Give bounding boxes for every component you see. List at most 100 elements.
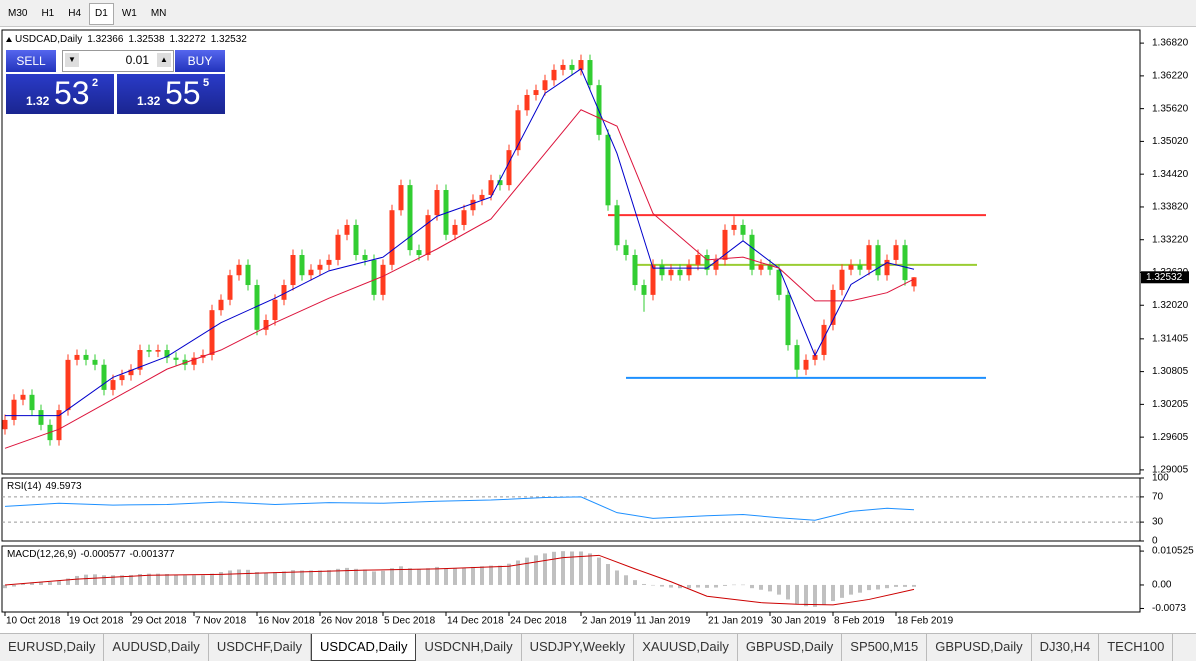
macd-bar [345, 567, 349, 585]
macd-bar [264, 572, 268, 585]
timeframe-button[interactable]: W1 [121, 8, 137, 19]
macd-bar [12, 584, 16, 587]
macd-bar [156, 573, 160, 585]
chart-tab[interactable]: EURUSD,Daily [0, 634, 105, 661]
candle-body [884, 259, 890, 276]
macd-bar [750, 584, 754, 589]
info-value: 1.32532 [211, 34, 248, 45]
y-tick-label: 1.29605 [1152, 432, 1189, 443]
macd-bar [651, 584, 655, 586]
chart-tab[interactable]: GBPUSD,Daily [927, 634, 1032, 661]
macd-bar [327, 570, 331, 585]
macd-bar [759, 584, 763, 590]
chart-tab[interactable]: SP500,M15 [842, 634, 928, 661]
timeframe-button[interactable]: H1 [41, 8, 55, 19]
macd-bar [903, 584, 907, 587]
macd-bar [633, 580, 637, 585]
candle-body [425, 215, 431, 256]
lot-down[interactable]: ▼ [65, 53, 79, 67]
candle-body [848, 264, 854, 270]
signal-line [4, 554, 915, 606]
candle-body [173, 357, 179, 360]
chart-tab[interactable]: XAUUSD,Daily [634, 634, 738, 661]
candle-body [569, 64, 575, 70]
candle-body [452, 224, 458, 235]
chart-tab[interactable]: USDCHF,Daily [209, 634, 312, 661]
macd-bar [201, 575, 205, 585]
lot-up[interactable]: ▲ [157, 53, 171, 67]
candle-body [659, 264, 665, 276]
lot-input[interactable]: ▼ 0.01 ▲ [62, 50, 174, 72]
timeframe-button[interactable]: D1 [89, 3, 114, 25]
candle-body [524, 94, 530, 111]
y-tick-label: 1.31405 [1152, 333, 1189, 344]
sell-price[interactable]: 1.32 53 2 [6, 74, 114, 114]
x-tick-label: 18 Feb 2019 [897, 616, 954, 627]
macd-bar [282, 571, 286, 585]
candle-body [20, 394, 26, 400]
chart-tab[interactable]: USDCNH,Daily [416, 634, 522, 661]
candle-body [803, 359, 809, 370]
timeframe-button[interactable]: MN [150, 8, 167, 19]
macd-bar [102, 575, 106, 585]
macd-bar [498, 565, 502, 585]
timeframe-button[interactable]: H4 [68, 8, 82, 19]
indicator-value: -0.001377 [130, 549, 175, 560]
chart-tab[interactable]: USDJPY,Weekly [522, 634, 635, 661]
chart-tab[interactable]: AUDUSD,Daily [104, 634, 209, 661]
chart-tab[interactable]: DJ30,H4 [1032, 634, 1100, 661]
current-price: 1.32532 [1146, 272, 1183, 283]
y-tick-label: 1.33220 [1152, 234, 1189, 245]
chart-tab[interactable]: GBPUSD,Daily [738, 634, 843, 661]
candle-body [416, 250, 422, 256]
candle-body [11, 399, 17, 420]
candle-body [749, 234, 755, 270]
candle-body [587, 60, 593, 86]
price-box [1141, 271, 1189, 284]
candle-body [893, 245, 899, 260]
candle-body [272, 299, 278, 320]
macd-bar [696, 584, 700, 588]
chart-tab[interactable]: USDCAD,Daily [311, 634, 417, 661]
candle-body [686, 264, 692, 276]
candle-body [767, 264, 773, 270]
macd-bar [489, 565, 493, 585]
x-tick-label: 8 Feb 2019 [834, 616, 885, 627]
indicator-name: RSI(14) [7, 481, 41, 492]
macd-bar [840, 584, 844, 598]
candle-body [542, 80, 548, 91]
candle-body [281, 285, 287, 300]
macd-bar [165, 574, 169, 585]
candle-body [389, 210, 395, 265]
candle-body [146, 350, 152, 352]
chart-tab[interactable]: TECH100 [1099, 634, 1174, 661]
macd-bar [444, 568, 448, 585]
moving-average [4, 109, 915, 449]
y-tick-label: -0.0073 [1152, 603, 1186, 614]
candle-body [434, 190, 440, 216]
y-tick-label: 0 [1152, 536, 1158, 547]
candle-body [722, 229, 728, 260]
candle-body [209, 310, 215, 355]
timeframe-button[interactable]: M30 [8, 8, 28, 19]
candle-body [614, 205, 620, 246]
y-tick-label: 1.29005 [1152, 465, 1189, 476]
macd-bar [219, 572, 223, 585]
candle-body [713, 259, 719, 270]
buy-button[interactable]: BUY [175, 50, 225, 72]
candle-body [911, 277, 917, 287]
candle-body [479, 194, 485, 200]
macd-bar [660, 584, 664, 587]
candle-body [74, 354, 80, 360]
macd-bar [876, 584, 880, 590]
macd-bar [48, 582, 52, 585]
sell-button[interactable]: SELL [6, 50, 56, 72]
x-tick-label: 21 Jan 2019 [708, 616, 763, 627]
candle-body [380, 264, 386, 295]
candle-body [137, 350, 143, 370]
macd-bar [912, 584, 916, 587]
buy-price[interactable]: 1.32 55 5 [117, 74, 225, 114]
macd-bar [480, 566, 484, 585]
x-tick-label: 16 Nov 2018 [258, 616, 315, 627]
macd-bar [75, 575, 79, 585]
